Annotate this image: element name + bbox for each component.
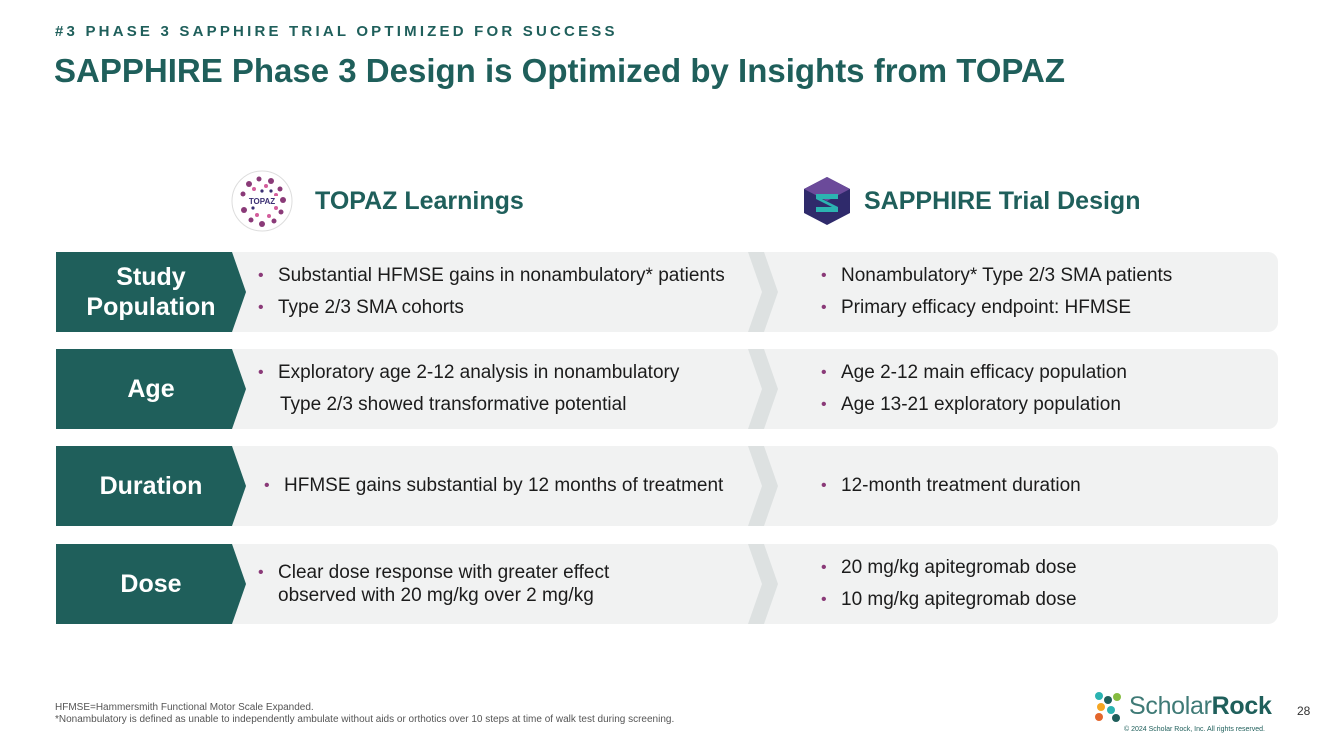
topaz-learnings-cell: • Exploratory age 2-12 analysis in nonamb… — [258, 349, 758, 429]
bullet-icon: • — [258, 299, 264, 316]
row-label-study-population: Study Population — [56, 252, 248, 332]
bullet-icon: • — [821, 364, 827, 381]
topaz-heading: TOPAZ Learnings — [315, 186, 524, 215]
copyright: © 2024 Scholar Rock, Inc. All rights res… — [1124, 726, 1265, 733]
topaz-logo-text: TOPAZ — [249, 197, 275, 206]
bullet-text: Age 2-12 main efficacy population — [841, 362, 1127, 383]
bullet-text: 20 mg/kg apitegromab dose — [841, 557, 1077, 578]
sapphire-design-cell: • 20 mg/kg apitegromab dose • 10 mg/kg api… — [821, 544, 1261, 624]
brand-name: ScholarRock — [1129, 692, 1272, 721]
list-item: • 10 mg/kg apitegromab dose — [821, 584, 1261, 616]
sapphire-design-cell: • 12-month treatment duration — [821, 446, 1261, 526]
footnote-line: HFMSE=Hammersmith Functional Motor Scale… — [55, 702, 314, 713]
row-background — [56, 446, 1278, 526]
bullet-text: Clear dose response with greater effect — [278, 562, 610, 583]
bullet-text: Nonambulatory* Type 2/3 SMA patients — [841, 265, 1173, 286]
sapphire-design-cell: • Age 2-12 main efficacy population • Age … — [821, 349, 1261, 429]
scholar-rock-logo: ScholarRock — [1093, 690, 1272, 722]
bullet-icon: • — [821, 477, 827, 494]
bullet-text: Type 2/3 SMA cohorts — [278, 297, 464, 318]
topaz-column-heading: TOPAZ TOPAZ Learnings — [231, 170, 524, 232]
label-line: Population — [86, 293, 216, 321]
row-background — [56, 252, 1278, 332]
list-item: • Primary efficacy endpoint: HFMSE — [821, 292, 1261, 324]
topaz-learnings-cell: • Substantial HFMSE gains in nonambulator… — [258, 252, 758, 332]
bullet-icon: • — [821, 396, 827, 413]
brand-name-part2: Rock — [1211, 691, 1272, 720]
topaz-learnings-cell: • HFMSE gains substantial by 12 months of… — [264, 446, 764, 526]
bullet-text: HFMSE gains substantial by 12 months of … — [284, 475, 724, 496]
row-label-tab — [56, 349, 246, 429]
list-item: • Age 2-12 main efficacy population — [821, 357, 1261, 389]
footnote-line: *Nonambulatory is defined as unable to i… — [55, 714, 675, 725]
chevron-divider-icon — [748, 349, 778, 429]
bullet-text: Primary efficacy endpoint: HFMSE — [841, 297, 1132, 318]
row-dose: Dose • Clear dose response with greater e… — [56, 544, 1278, 624]
row-age: Age • Exploratory age 2-12 analysis in no… — [56, 349, 1278, 429]
row-background — [56, 349, 1278, 429]
sapphire-logo-icon — [804, 177, 850, 225]
row-label-tab — [56, 446, 246, 526]
label-line: Study — [116, 263, 186, 291]
sapphire-column-heading: SAPPHIRE Trial Design — [804, 177, 1140, 225]
footnotes: HFMSE=Hammersmith Functional Motor Scale… — [55, 702, 674, 726]
scholar-rock-logo-icon — [1095, 692, 1121, 722]
row-duration: Duration • HFMSE gains substantial by 12 … — [56, 446, 1278, 526]
bullet-icon: • — [258, 364, 264, 381]
chevron-divider-icon — [748, 544, 778, 624]
bullet-text: 10 mg/kg apitegromab dose — [841, 589, 1077, 610]
brand-name-part1: Scholar — [1129, 691, 1212, 720]
list-item: • Substantial HFMSE gains in nonambulator… — [258, 260, 758, 292]
bullet-icon: • — [821, 591, 827, 608]
chevron-divider-icon — [748, 252, 778, 332]
page-title: SAPPHIRE Phase 3 Design is Optimized by … — [54, 52, 1065, 89]
bullet-text: Substantial HFMSE gains in nonambulatory… — [278, 265, 725, 286]
row-study-population: Study Population • Substantial HFMSE gains… — [56, 252, 1278, 332]
bullet-icon: • — [821, 299, 827, 316]
row-label-duration: Duration — [99, 472, 203, 500]
bullet-text: Age 13-21 exploratory population — [841, 394, 1121, 415]
row-background — [56, 544, 1278, 624]
bullet-icon: • — [258, 564, 264, 581]
eyebrow-heading: #3 PHASE 3 SAPPHIRE TRIAL OPTIMIZED FOR … — [55, 23, 618, 40]
bullet-icon: • — [821, 267, 827, 284]
bullet-icon: • — [821, 559, 827, 576]
bullet-continuation: Type 2/3 showed transformative potential — [280, 394, 627, 415]
list-item: • Age 13-21 exploratory population — [821, 389, 1261, 421]
list-item: • 20 mg/kg apitegromab dose — [821, 552, 1261, 584]
list-item: • 12-month treatment duration — [821, 470, 1261, 502]
row-label-dose: Dose — [120, 570, 182, 598]
row-label-tab — [56, 252, 246, 332]
chevron-divider-icon — [748, 446, 778, 526]
list-item: • Clear dose response with greater effect — [258, 561, 758, 584]
bullet-continuation: observed with 20 mg/kg over 2 mg/kg — [278, 585, 594, 606]
topaz-logo-icon: TOPAZ — [231, 170, 293, 232]
row-label-tab — [56, 544, 246, 624]
list-item: • Exploratory age 2-12 analysis in nonamb… — [258, 357, 758, 389]
bullet-icon: • — [258, 267, 264, 284]
bullet-icon: • — [264, 477, 270, 494]
bullet-text: 12-month treatment duration — [841, 475, 1081, 496]
topaz-learnings-cell: • Clear dose response with greater effect… — [258, 544, 758, 624]
list-item: • Nonambulatory* Type 2/3 SMA patients — [821, 260, 1261, 292]
row-label-age: Age — [127, 375, 175, 403]
page-number: 28 — [1297, 704, 1311, 718]
sapphire-heading: SAPPHIRE Trial Design — [864, 186, 1141, 215]
list-item: • Type 2/3 SMA cohorts — [258, 292, 758, 324]
sapphire-design-cell: • Nonambulatory* Type 2/3 SMA patients • P… — [821, 252, 1261, 332]
list-item: • HFMSE gains substantial by 12 months of… — [264, 470, 764, 502]
bullet-text: Exploratory age 2-12 analysis in nonambu… — [278, 362, 680, 383]
